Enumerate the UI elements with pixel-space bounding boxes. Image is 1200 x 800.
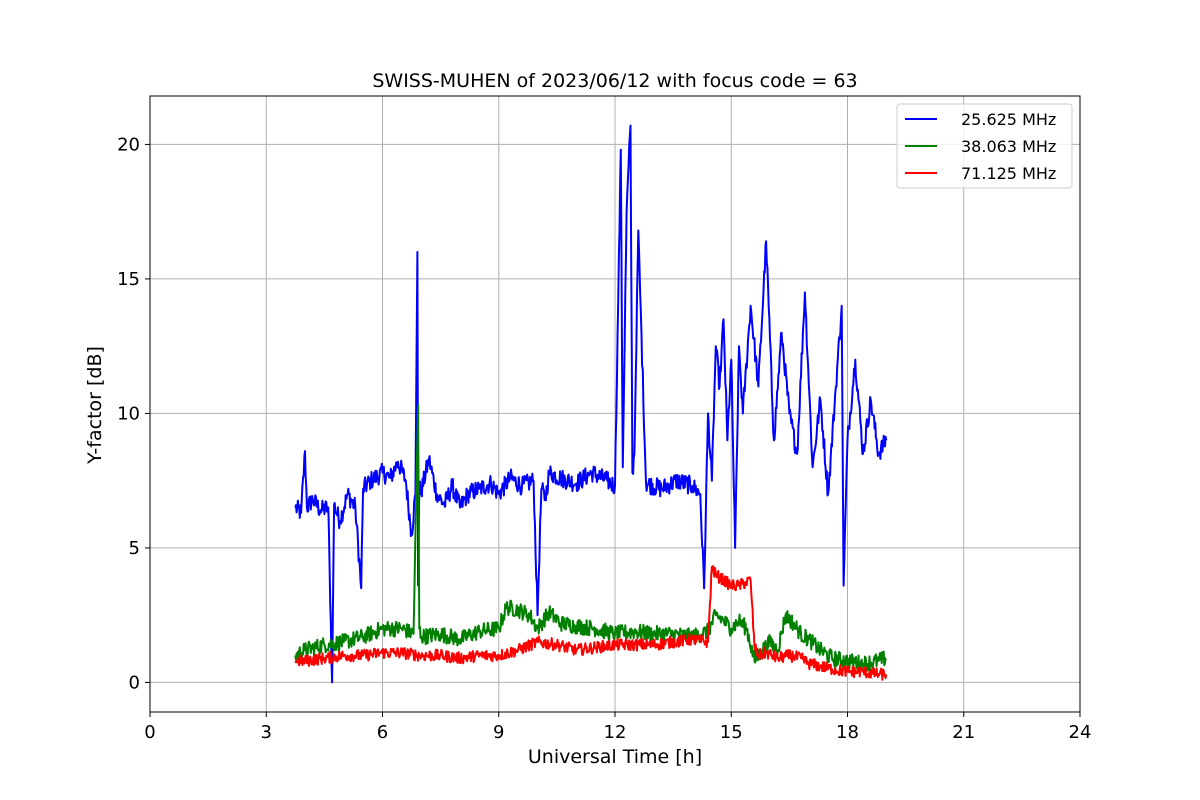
x-tick-label: 24 (1069, 722, 1092, 743)
series-group (294, 124, 888, 684)
legend-label: 71.125 MHz (961, 164, 1056, 183)
chart-title: SWISS-MUHEN of 2023/06/12 with focus cod… (372, 70, 857, 92)
legend: 25.625 MHz 38.063 MHz 71.125 MHz (896, 103, 1073, 189)
series-line-2 (294, 404, 887, 673)
x-tick-label: 15 (720, 722, 743, 743)
y-axis-label: Y-factor [dB] (84, 346, 106, 465)
y-tick-label: 0 (129, 672, 140, 693)
series-line-1 (294, 124, 888, 684)
ticks: 0 3 6 9 12 15 18 21 24 0 5 10 15 20 (117, 134, 1091, 743)
x-tick-label: 3 (261, 722, 272, 743)
legend-label: 25.625 MHz (961, 110, 1056, 129)
y-tick-label: 20 (117, 134, 140, 155)
x-tick-label: 18 (836, 722, 859, 743)
x-axis-label: Universal Time [h] (528, 746, 702, 768)
x-tick-label: 21 (952, 722, 975, 743)
x-tick-label: 0 (144, 722, 155, 743)
series-line-3 (294, 565, 888, 681)
legend-label: 38.063 MHz (961, 137, 1056, 156)
y-tick-label: 10 (117, 403, 140, 424)
legend-box (896, 103, 1073, 189)
x-tick-label: 9 (493, 722, 504, 743)
y-tick-label: 5 (129, 538, 140, 559)
x-tick-label: 6 (377, 722, 388, 743)
x-tick-label: 12 (604, 722, 627, 743)
y-tick-label: 15 (117, 269, 140, 290)
